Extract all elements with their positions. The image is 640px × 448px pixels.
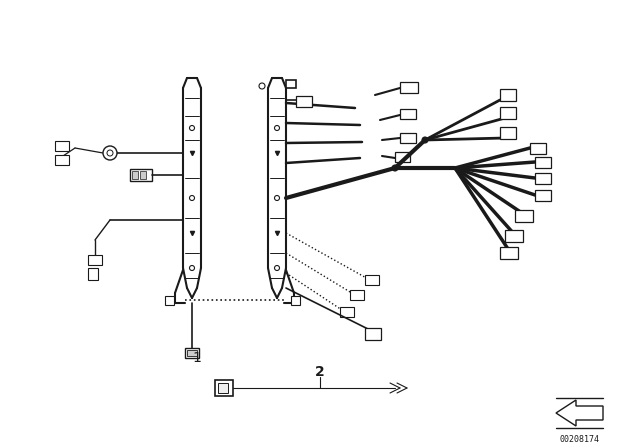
Bar [291,296,300,305]
Bar [500,127,516,139]
Circle shape [422,137,428,143]
Bar [365,275,379,285]
Bar [500,247,518,259]
Bar [400,82,418,93]
Text: 00208174: 00208174 [559,435,599,444]
Bar [140,171,146,179]
Bar [515,210,533,222]
Bar [535,173,551,184]
Circle shape [189,266,195,271]
Bar [165,296,174,305]
Bar [535,190,551,201]
Circle shape [259,83,265,89]
Bar [88,255,102,265]
Bar [218,383,228,393]
Bar [400,109,416,119]
Circle shape [189,195,195,201]
Bar [215,380,233,396]
Text: 1: 1 [193,351,202,365]
Polygon shape [556,400,603,426]
Bar [350,290,364,300]
Bar [88,268,98,280]
Bar [55,155,69,165]
Bar [505,230,523,242]
Bar [132,171,138,179]
Bar [500,89,516,101]
Bar [130,169,152,181]
Circle shape [107,150,113,156]
Bar [296,96,312,107]
Bar [55,141,69,151]
Circle shape [275,125,280,130]
Bar [340,307,354,317]
Bar [286,80,296,88]
Circle shape [275,266,280,271]
Bar [535,157,551,168]
Bar [500,107,516,119]
Circle shape [189,125,195,130]
Circle shape [392,165,398,171]
Circle shape [275,195,280,201]
Bar [395,152,410,162]
Bar [365,328,381,340]
Bar [400,133,416,143]
Bar [530,143,546,154]
Bar [185,348,199,358]
Bar [187,350,197,356]
Text: 2: 2 [315,365,325,379]
Circle shape [103,146,117,160]
